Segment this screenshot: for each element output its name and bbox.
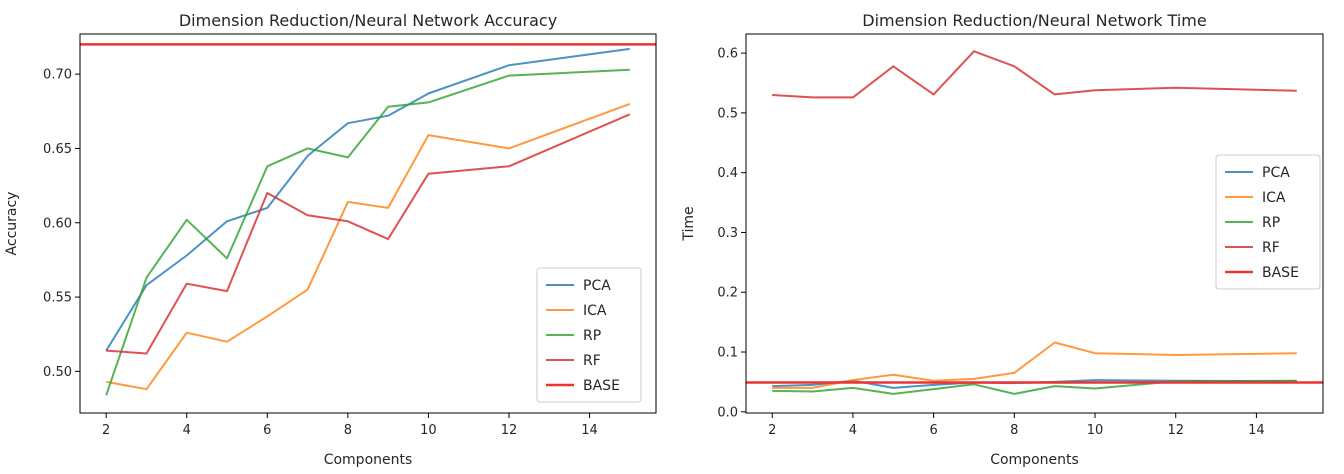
chart-2: 2 4 6 8 10 12 14 0.0 0.1 0.2 0.3 0.4 0.5 0.6 Dimension… xyxy=(681,11,1324,468)
legend-label: BASE xyxy=(1262,265,1299,281)
x-tick-label: 14 xyxy=(1248,423,1265,438)
y-tick-label: 0.1 xyxy=(717,346,738,361)
legend-label: ICA xyxy=(1262,190,1286,206)
legend-label: RP xyxy=(583,328,601,344)
legend: PCA ICA RP RF BASE xyxy=(536,267,642,403)
y-tick-label: 0.70 xyxy=(43,68,72,83)
x-tick-label: 4 xyxy=(849,423,857,438)
x-tick-label: 10 xyxy=(420,423,437,438)
x-tick-label: 8 xyxy=(344,423,352,438)
y-axis-label: Accuracy xyxy=(4,192,20,256)
series-line-rp xyxy=(772,379,1297,395)
legend-label: ICA xyxy=(583,303,607,319)
x-tick-label: 10 xyxy=(1087,423,1104,438)
legend-box xyxy=(1215,154,1321,290)
plot-area xyxy=(746,50,1323,395)
y-tick-label: 0.5 xyxy=(717,106,738,121)
y-tick-label: 0.2 xyxy=(717,286,738,301)
chart-title: Dimension Reduction/Neural Network Time xyxy=(862,11,1206,30)
plot-area xyxy=(80,43,656,396)
y-tick-label: 0.50 xyxy=(43,365,72,380)
x-axis-label: Components xyxy=(324,452,413,468)
x-tick-label: 4 xyxy=(183,423,191,438)
legend-label: RP xyxy=(1262,215,1280,231)
legend: PCA ICA RP RF BASE xyxy=(1215,154,1321,290)
x-tick-label: 2 xyxy=(768,423,776,438)
x-tick-label: 8 xyxy=(1010,423,1018,438)
x-tick-label: 6 xyxy=(263,423,271,438)
chart-title: Dimension Reduction/Neural Network Accur… xyxy=(179,11,557,30)
legend-label: RF xyxy=(1262,240,1280,256)
x-axis-label: Components xyxy=(990,452,1079,468)
x-tick-label: 14 xyxy=(581,423,598,438)
legend-label: BASE xyxy=(583,378,620,394)
y-tick-label: 0.55 xyxy=(43,291,72,306)
series-line-rf xyxy=(106,113,631,355)
legend-label: RF xyxy=(583,353,601,369)
y-tick-label: 0.65 xyxy=(43,142,72,157)
series-line-rf xyxy=(772,50,1297,99)
x-tick-label: 2 xyxy=(102,423,110,438)
y-tick-label: 0.60 xyxy=(43,216,72,231)
y-tick-label: 0.0 xyxy=(717,405,738,420)
x-tick-label: 6 xyxy=(929,423,937,438)
y-tick-label: 0.3 xyxy=(717,226,738,241)
x-tick-label: 12 xyxy=(501,423,518,438)
x-tick-label: 12 xyxy=(1167,423,1184,438)
legend-label: PCA xyxy=(583,278,611,294)
axes-frame xyxy=(79,33,657,414)
series-line-rp xyxy=(105,68,630,396)
axes-frame xyxy=(745,33,1324,414)
chart-1: 2 4 6 8 10 12 14 0.50 0.55 0.60 0.65 0.70 Dimension … xyxy=(4,11,657,468)
y-tick-label: 0.6 xyxy=(717,47,738,62)
series-line-pca xyxy=(105,47,630,352)
legend-box xyxy=(536,267,642,403)
y-axis-label: Time xyxy=(681,206,697,241)
legend-label: PCA xyxy=(1262,165,1290,181)
y-tick-label: 0.4 xyxy=(717,166,738,181)
series-line-ica xyxy=(106,102,631,391)
